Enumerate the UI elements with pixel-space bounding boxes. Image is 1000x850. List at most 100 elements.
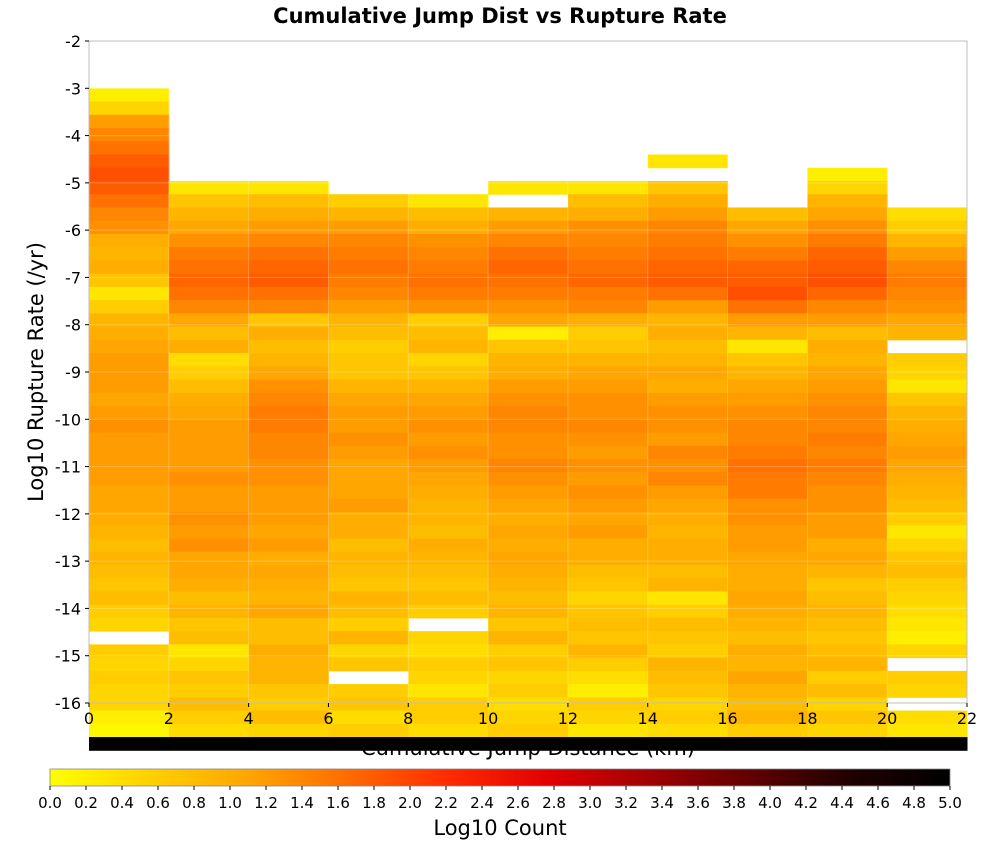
heatmap-cell: [887, 684, 968, 698]
heatmap-cell: [168, 472, 250, 486]
heatmap-cell: [328, 459, 409, 473]
heatmap-cell: [248, 260, 329, 275]
heatmap-cell: [887, 723, 968, 738]
heatmap-cell: [408, 233, 489, 248]
heatmap-cell: [408, 366, 489, 381]
heatmap-cell: [488, 366, 569, 381]
heatmap-cell: [567, 220, 649, 235]
colorbar-tick-label: 3.0: [578, 794, 602, 812]
heatmap-cell: [168, 591, 250, 606]
heatmap-cell: [408, 207, 489, 222]
heatmap-cell: [647, 631, 729, 645]
heatmap-cell: [89, 101, 170, 116]
heatmap-cell: [328, 445, 409, 460]
heatmap-cell: [89, 247, 170, 261]
heatmap-cell: [567, 538, 649, 553]
heatmap-cell: [408, 379, 489, 394]
heatmap-cells: [89, 88, 968, 751]
heatmap-cell: [727, 670, 808, 685]
heatmap-cell: [408, 419, 489, 434]
heatmap-cell: [488, 684, 569, 698]
heatmap-cell: [807, 591, 888, 606]
y-axis-label: Log10 Rupture Rate (/yr): [24, 242, 48, 502]
heatmap-cell: [647, 564, 729, 579]
heatmap-cell: [647, 472, 729, 486]
heatmap-cell: [328, 260, 409, 275]
heatmap-cell: [168, 392, 250, 407]
heatmap-cell: [567, 313, 649, 328]
heatmap-cell: [727, 260, 808, 275]
heatmap-cell: [807, 723, 888, 738]
heatmap-cell: [168, 657, 250, 672]
heatmap-cell: [727, 339, 808, 354]
heatmap-cell: [488, 604, 569, 619]
heatmap-cell: [328, 604, 409, 619]
heatmap-cell: [89, 564, 170, 579]
heatmap-cell: [567, 485, 649, 500]
heatmap-cell: [168, 710, 250, 725]
heatmap-cell: [89, 657, 170, 672]
heatmap-cell: [727, 406, 808, 420]
heatmap-cell: [248, 286, 329, 301]
heatmap-cell: [727, 353, 808, 367]
heatmap-cell: [887, 551, 968, 566]
heatmap-cell: [887, 538, 968, 553]
heatmap-cell: [168, 445, 250, 460]
heatmap-cell: [408, 538, 489, 553]
heatmap-cell: [727, 657, 808, 672]
heatmap-cell: [567, 432, 649, 447]
heatmap-cell: [89, 511, 170, 526]
heatmap-cell: [168, 525, 250, 539]
heatmap-cell: [727, 737, 808, 751]
heatmap-cell: [408, 313, 489, 328]
heatmap-cell: [647, 591, 729, 606]
heatmap-cell: [408, 737, 489, 751]
heatmap-cell: [328, 300, 409, 314]
heatmap-cell: [887, 233, 968, 248]
heatmap-cell: [488, 260, 569, 275]
heatmap-cell: [168, 313, 250, 328]
heatmap-cell: [887, 710, 968, 725]
heatmap-cell: [248, 551, 329, 566]
heatmap-cell: [328, 247, 409, 261]
y-tick-label: -9: [65, 363, 81, 382]
heatmap-cell: [408, 194, 489, 208]
heatmap-cell: [248, 604, 329, 619]
heatmap-cell: [567, 657, 649, 672]
heatmap-cell: [647, 339, 729, 354]
heatmap-cell: [807, 339, 888, 354]
colorbar-tick-label: 3.6: [686, 794, 710, 812]
colorbar-tick-label: 3.8: [722, 794, 746, 812]
heatmap-cell: [248, 485, 329, 500]
y-tick-label: -10: [55, 410, 81, 429]
heatmap-cell: [807, 406, 888, 420]
heatmap-cell: [647, 459, 729, 473]
heatmap-cell: [168, 723, 250, 738]
heatmap-cell: [248, 710, 329, 725]
heatmap-cell: [328, 525, 409, 539]
heatmap-cell: [168, 273, 250, 288]
heatmap-cell: [567, 392, 649, 407]
heatmap-cell: [647, 644, 729, 659]
heatmap-cell: [488, 631, 569, 645]
heatmap-cell: [488, 379, 569, 394]
heatmap-cell: [488, 419, 569, 434]
heatmap-cell: [647, 617, 729, 632]
heatmap-cell: [408, 459, 489, 473]
heatmap-cell: [89, 392, 170, 407]
y-tick-label: -6: [65, 221, 81, 240]
colorbar-tick-label: 2.8: [542, 794, 566, 812]
heatmap-cell: [408, 684, 489, 698]
x-tick-label: 12: [558, 709, 578, 728]
heatmap-cell: [488, 286, 569, 301]
heatmap-cell: [408, 551, 489, 566]
heatmap-cell: [168, 260, 250, 275]
colorbar-tick-label: 2.4: [470, 794, 494, 812]
heatmap-cell: [488, 723, 569, 738]
heatmap-cell: [89, 578, 170, 592]
heatmap-cell: [168, 339, 250, 354]
heatmap-cell: [727, 366, 808, 381]
heatmap-cell: [807, 631, 888, 645]
heatmap-cell: [328, 313, 409, 328]
heatmap-cell: [408, 260, 489, 275]
